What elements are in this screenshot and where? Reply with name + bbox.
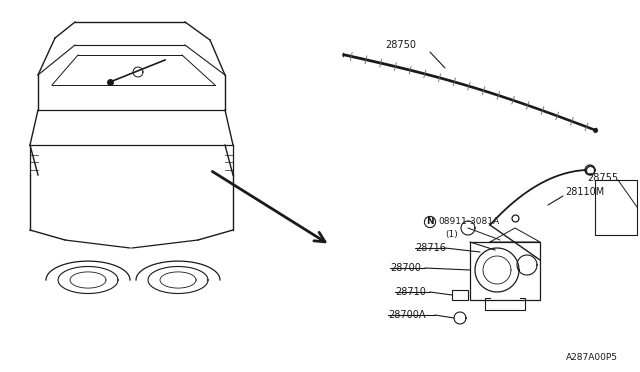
Bar (470, 242, 540, 300)
Text: 08911-3081A: 08911-3081A (438, 218, 499, 227)
Text: 28750: 28750 (385, 40, 416, 50)
Text: 28700: 28700 (390, 263, 421, 273)
Text: N: N (426, 218, 434, 227)
Text: 28700A: 28700A (388, 310, 426, 320)
Text: 28710: 28710 (395, 287, 426, 297)
Text: 28755: 28755 (587, 173, 618, 183)
Text: 28716: 28716 (415, 243, 446, 253)
Text: (1): (1) (445, 230, 458, 238)
Bar (595, 180, 637, 235)
Text: A287A00P5: A287A00P5 (566, 353, 618, 362)
Bar (452, 290, 468, 300)
Text: 28110M: 28110M (565, 187, 604, 197)
